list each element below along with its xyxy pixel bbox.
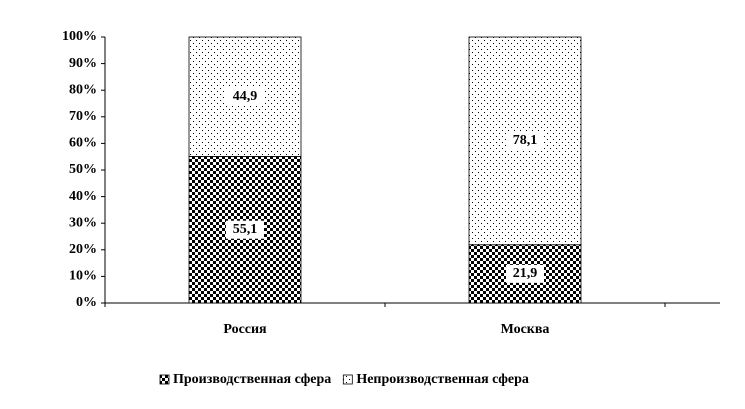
- value-label: 44,9: [233, 89, 258, 104]
- value-label-bg: [226, 87, 264, 106]
- y-tick-label: 80%: [69, 82, 97, 97]
- y-tick-label: 0%: [76, 295, 97, 310]
- value-label-bg: [226, 220, 264, 239]
- x-tick-label: Москва: [501, 322, 550, 337]
- legend-label: Непроизводственная сфера: [356, 372, 529, 387]
- y-tick-label: 70%: [69, 109, 97, 124]
- value-label: 78,1: [513, 133, 538, 148]
- y-tick-label: 60%: [69, 136, 97, 151]
- y-tick-label: 10%: [69, 269, 97, 284]
- value-label-bg: [506, 264, 544, 283]
- x-tick-label: Россия: [223, 322, 267, 337]
- y-tick-label: 40%: [69, 189, 97, 204]
- value-label: 21,9: [513, 266, 538, 281]
- y-tick-label: 100%: [62, 29, 97, 44]
- legend-swatch: [159, 374, 170, 385]
- legend-swatch: [342, 374, 353, 385]
- legend-label: Производственная сфера: [173, 372, 331, 387]
- y-tick-label: 50%: [69, 162, 97, 177]
- y-tick-label: 20%: [69, 242, 97, 257]
- value-label: 55,1: [233, 222, 258, 237]
- value-label-bg: [506, 131, 544, 150]
- y-tick-label: 30%: [69, 215, 97, 230]
- y-tick-label: 90%: [69, 56, 97, 71]
